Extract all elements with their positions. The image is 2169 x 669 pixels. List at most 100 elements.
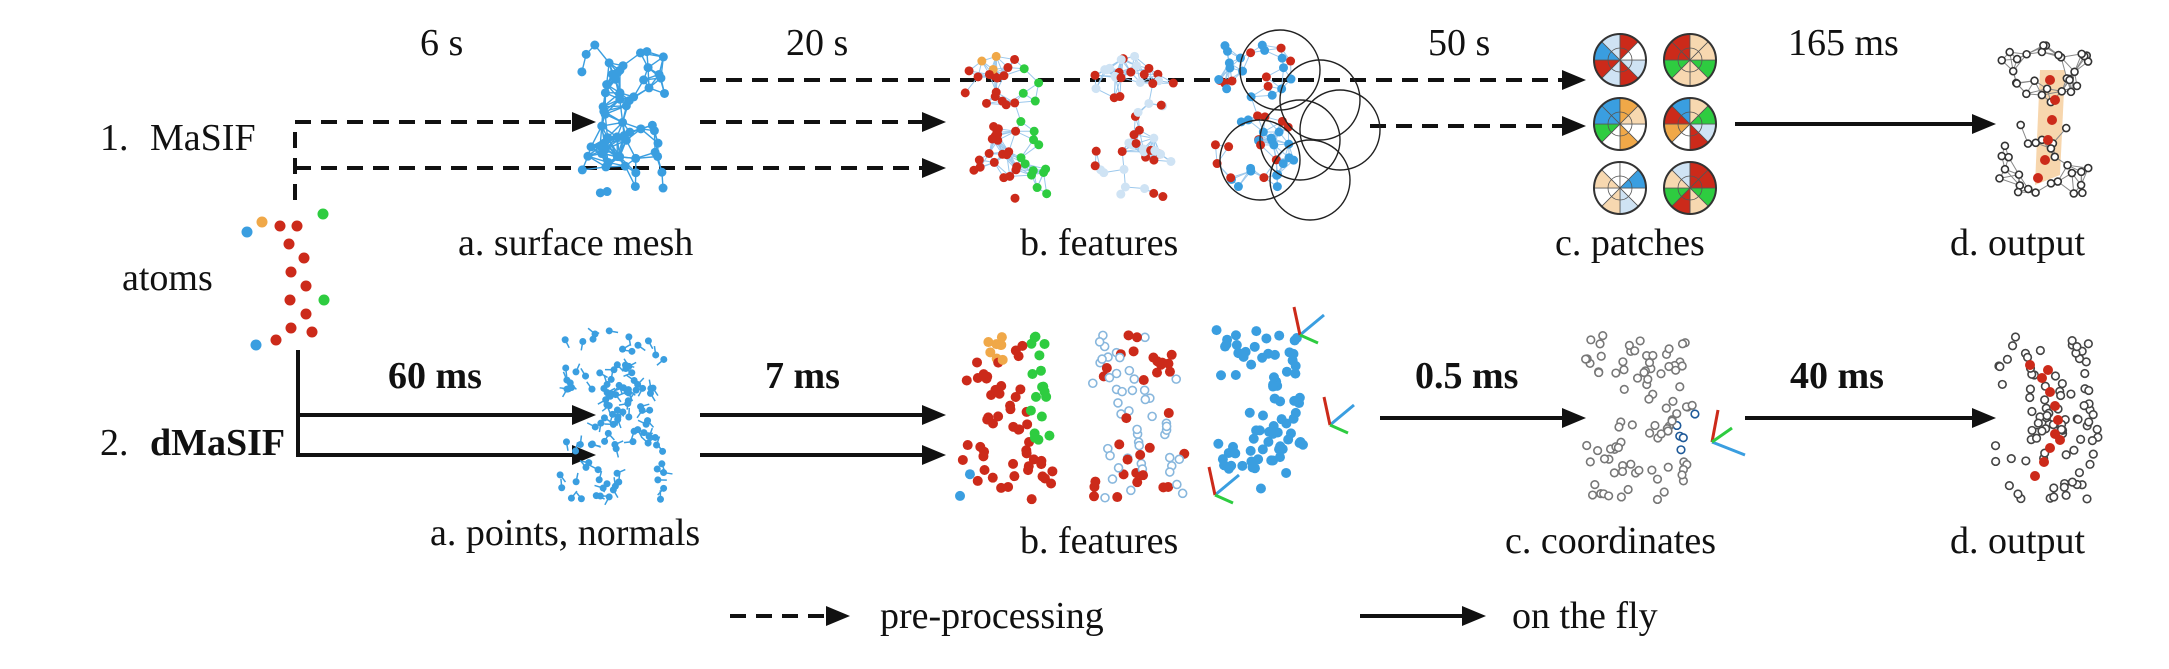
patch-ring xyxy=(1677,175,1703,201)
output-point xyxy=(2050,95,2060,105)
coordinate-point xyxy=(1677,361,1687,371)
patch-ring xyxy=(1607,111,1633,137)
output-point xyxy=(2067,336,2077,346)
mesh-vertex xyxy=(2077,49,2086,59)
mesh-vertex xyxy=(2014,170,2024,179)
coordinate-point xyxy=(1639,367,1649,378)
feature-vertex xyxy=(1090,70,1100,80)
feature-point xyxy=(1211,325,1222,336)
normal-vector xyxy=(579,460,589,464)
normal-vector xyxy=(599,372,608,379)
feature-vertex xyxy=(1274,127,1284,137)
feature-point xyxy=(955,490,966,501)
output-point xyxy=(2027,406,2037,417)
frame-axis-y xyxy=(1710,409,1720,443)
normal-vector xyxy=(594,484,604,489)
feature-point xyxy=(1025,405,1036,416)
row-label-dmasif: 2. dMaSIF xyxy=(100,422,285,464)
normal-vector xyxy=(622,343,631,350)
normal-vector xyxy=(609,330,619,334)
output-point xyxy=(2037,426,2047,436)
feature-point xyxy=(994,388,1005,399)
output-point xyxy=(2056,424,2067,435)
feature-point xyxy=(1261,333,1272,344)
mesh-vertex xyxy=(656,73,666,83)
arrowhead xyxy=(1562,408,1586,428)
feature-vertex xyxy=(1144,98,1154,108)
legend-dashed-arrowhead xyxy=(826,606,850,626)
output-point xyxy=(2010,332,2021,342)
feature-point xyxy=(1005,400,1016,411)
atom xyxy=(284,294,296,306)
feature-point xyxy=(1010,391,1021,402)
normal-vector xyxy=(637,429,643,438)
output-point xyxy=(2021,456,2031,466)
feature-vertex xyxy=(1032,183,1042,193)
predicted-point xyxy=(2025,360,2035,370)
coordinate-point xyxy=(1613,442,1624,453)
normal-vector xyxy=(565,441,569,451)
feature-point xyxy=(1132,477,1143,488)
feature-point xyxy=(1144,442,1155,453)
feature-vertex xyxy=(1148,79,1158,89)
normal-vector xyxy=(580,341,584,351)
mesh-vertex xyxy=(2016,120,2025,130)
dmasif-time-points: 60 ms xyxy=(388,355,482,397)
normal-vector xyxy=(616,364,624,372)
mesh-vertex xyxy=(631,153,641,163)
masif-features-illustration xyxy=(960,29,1381,221)
feature-point xyxy=(1013,424,1024,435)
feature-vertex xyxy=(1002,150,1012,160)
frame-axis-x xyxy=(1711,440,1746,457)
mesh-vertex xyxy=(2012,54,2022,64)
normal-vector xyxy=(597,399,607,405)
coordinate-point xyxy=(1677,339,1688,349)
mesh-vertex xyxy=(2004,152,2013,162)
normal-vector xyxy=(628,336,632,346)
output-point xyxy=(2040,395,2050,405)
feature-vertex xyxy=(1156,149,1166,159)
mesh-vertex xyxy=(2039,41,2048,50)
feature-point xyxy=(1134,440,1144,451)
feature-point xyxy=(1036,411,1047,422)
mesh-vertex xyxy=(615,94,625,104)
mesh-vertex xyxy=(639,75,649,85)
feature-point xyxy=(1132,424,1142,435)
normal-vector xyxy=(648,427,654,437)
feature-vertex xyxy=(1016,117,1026,127)
normal-vector xyxy=(564,367,568,377)
feature-point xyxy=(1281,467,1292,478)
frame-axis-x xyxy=(1299,313,1325,337)
feature-point xyxy=(1289,395,1300,406)
normal-vector xyxy=(640,436,649,444)
feature-point xyxy=(997,354,1008,365)
mesh-vertex xyxy=(2050,152,2060,162)
feature-point xyxy=(961,375,972,386)
frame-axis-y xyxy=(1207,466,1217,496)
feature-vertex xyxy=(973,72,983,82)
output-point xyxy=(2031,433,2042,443)
feature-point xyxy=(1035,365,1046,376)
feature-point xyxy=(1138,375,1149,386)
normal-vector xyxy=(637,344,646,352)
mesh-vertex xyxy=(615,152,625,162)
normal-vector xyxy=(560,478,563,488)
feature-vertex xyxy=(1010,193,1020,203)
output-point xyxy=(2084,417,2094,427)
coordinate-point xyxy=(1624,340,1634,350)
normal-vector xyxy=(615,448,620,458)
atom xyxy=(270,334,282,346)
coordinate-point xyxy=(1664,361,1674,372)
coordinate-point xyxy=(1652,494,1663,505)
normal-vector xyxy=(613,477,617,487)
feature-point xyxy=(1164,467,1175,477)
normal-vector xyxy=(579,435,583,445)
feature-vertex xyxy=(1091,84,1101,94)
patch-circle xyxy=(1239,29,1321,111)
feature-vertex xyxy=(1168,78,1178,88)
feature-vertex xyxy=(1279,63,1289,73)
mesh-vertex xyxy=(2008,66,2018,76)
mesh-vertex xyxy=(2069,189,2079,198)
dashed-connector xyxy=(293,120,580,200)
feature-point xyxy=(1090,476,1101,487)
